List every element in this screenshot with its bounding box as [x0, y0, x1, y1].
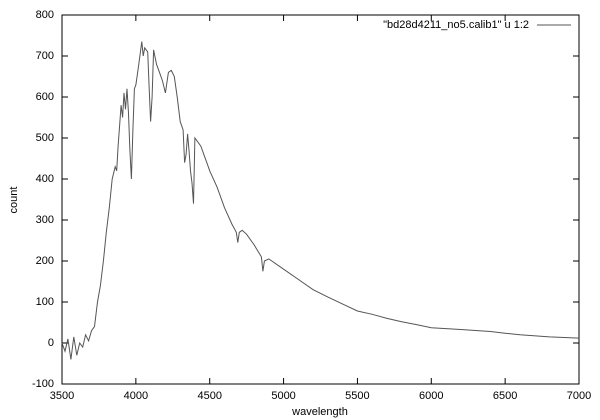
y-tick-label: 500 — [36, 132, 54, 144]
x-tick-label: 7000 — [567, 390, 591, 402]
y-tick-label: 200 — [36, 255, 54, 267]
y-tick-label: 800 — [36, 9, 54, 21]
y-axis-label: count — [8, 187, 20, 214]
x-tick-label: 5000 — [271, 390, 295, 402]
data-line — [61, 41, 580, 360]
x-tick-label: 4500 — [197, 390, 221, 402]
plot-frame — [61, 14, 580, 385]
y-tick-label: 600 — [36, 91, 54, 103]
y-tick-label: 0 — [48, 337, 54, 349]
x-axis-label: wavelength — [291, 406, 348, 418]
y-tick-label: 400 — [36, 173, 54, 185]
x-tick-label: 3500 — [50, 390, 74, 402]
y-tick-label: 700 — [36, 50, 54, 62]
x-tick-label: 6500 — [493, 390, 517, 402]
x-tick-label: 6000 — [419, 390, 443, 402]
y-tick-label: 100 — [36, 296, 54, 308]
x-tick-label: 5500 — [345, 390, 369, 402]
x-tick-label: 4000 — [124, 390, 148, 402]
y-tick-label: -100 — [32, 378, 54, 390]
y-tick-label: 300 — [36, 214, 54, 226]
legend-label: "bd28d4211_no5.calib1" u 1:2 — [383, 19, 529, 31]
